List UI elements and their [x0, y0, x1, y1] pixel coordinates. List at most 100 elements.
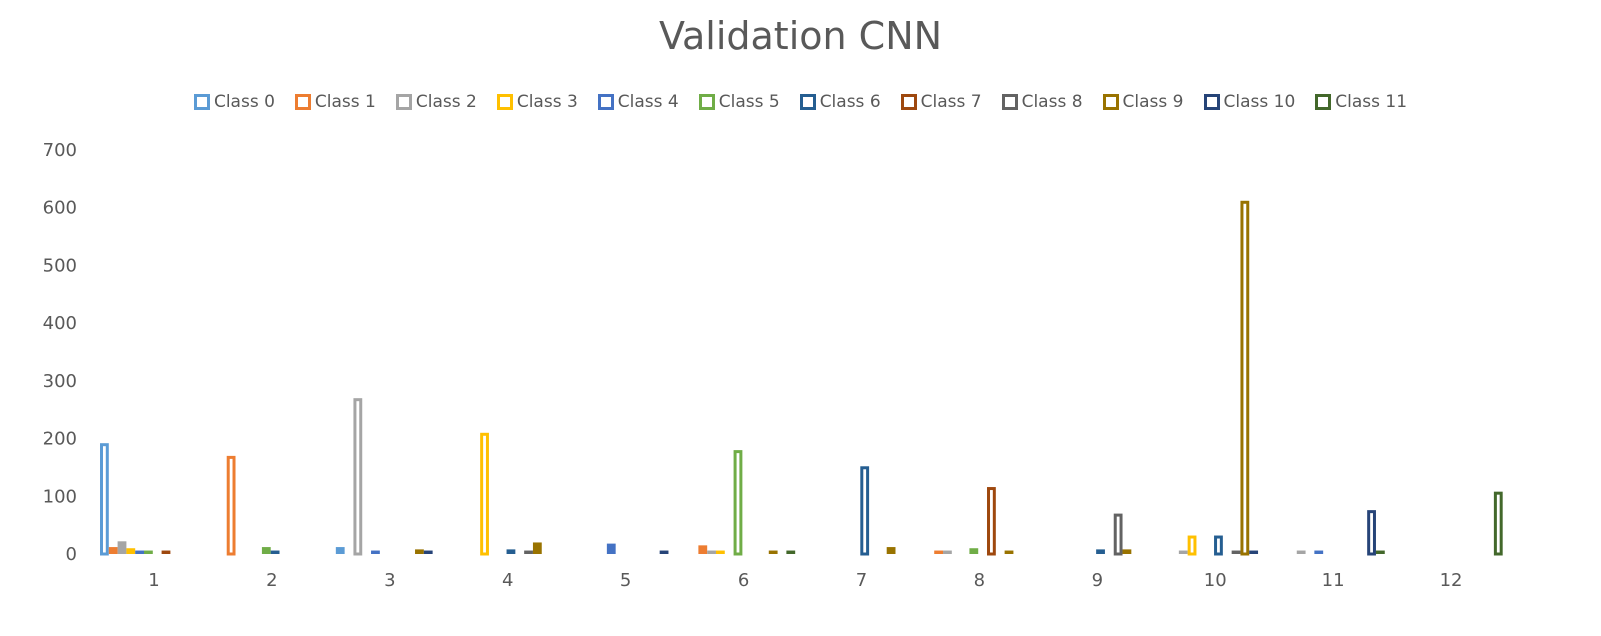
bar	[1214, 535, 1223, 556]
bar	[786, 550, 796, 554]
bar	[1187, 535, 1197, 556]
legend-label: Class 5	[718, 92, 780, 112]
legend-swatch	[1102, 94, 1119, 110]
x-tick-label: 7	[856, 570, 867, 591]
bar	[698, 545, 708, 554]
legend-item: Class 11	[1315, 92, 1407, 112]
legend-label: Class 1	[314, 92, 376, 112]
bar	[1493, 491, 1503, 556]
legend-item: Class 6	[799, 92, 881, 112]
bar	[371, 550, 380, 554]
legend-swatch	[496, 94, 513, 110]
legend-item: Class 3	[496, 92, 578, 112]
legend-item: Class 7	[900, 92, 982, 112]
x-tick-label: 9	[1092, 570, 1103, 591]
bar	[934, 550, 944, 554]
bar	[226, 455, 236, 556]
legend-label: Class 4	[617, 92, 679, 112]
bar	[1296, 550, 1306, 554]
bar	[715, 550, 725, 554]
legend-item: Class 8	[1001, 92, 1083, 112]
x-tick-label: 5	[620, 570, 631, 591]
legend-swatch	[597, 94, 614, 110]
bar	[506, 549, 516, 554]
legend-item: Class 10	[1203, 92, 1296, 112]
bar	[126, 548, 136, 554]
legend-swatch	[799, 94, 816, 110]
bar	[659, 550, 669, 554]
legend-label: Class 7	[920, 92, 982, 112]
x-tick-label: 6	[738, 570, 749, 591]
y-tick-label: 400	[43, 313, 77, 334]
bar	[108, 547, 118, 554]
bar	[733, 450, 743, 556]
bar	[135, 550, 144, 554]
legend-swatch	[395, 94, 412, 110]
chart-title: Validation CNN	[658, 14, 943, 58]
x-tick-label: 2	[266, 570, 277, 591]
legend-label: Class 2	[415, 92, 477, 112]
bar	[100, 443, 109, 556]
legend-swatch	[1203, 94, 1220, 110]
bar	[1178, 550, 1188, 554]
x-tick-label: 10	[1204, 570, 1227, 591]
bar	[1113, 513, 1123, 556]
legend-item: Class 0	[193, 92, 275, 112]
bar	[1249, 550, 1259, 554]
bar	[943, 550, 952, 554]
bar	[335, 547, 345, 554]
x-tick-label: 1	[148, 570, 159, 591]
bar	[1122, 549, 1132, 554]
y-tick-label: 200	[43, 429, 77, 450]
bar	[270, 550, 280, 554]
legend-swatch	[900, 94, 917, 110]
bar	[532, 542, 542, 554]
legend-item: Class 1	[294, 92, 376, 112]
bar	[1375, 550, 1385, 554]
bar	[886, 547, 896, 554]
x-tick-label: 12	[1440, 570, 1463, 591]
bar	[707, 550, 716, 554]
legend-label: Class 11	[1335, 92, 1408, 112]
y-tick-label: 300	[43, 371, 77, 392]
legend-swatch	[698, 94, 715, 110]
legend-swatch	[1315, 94, 1332, 110]
bar	[524, 550, 533, 554]
y-tick-label: 100	[43, 486, 77, 507]
x-tick-label: 8	[974, 570, 985, 591]
bar	[144, 550, 153, 554]
bar	[1240, 200, 1250, 556]
bar	[423, 550, 433, 554]
legend-item: Class 4	[597, 92, 679, 112]
legend-item: Class 9	[1102, 92, 1184, 112]
y-tick-label: 600	[43, 198, 77, 219]
x-tick-label: 3	[384, 570, 395, 591]
legend-swatch	[1001, 94, 1018, 110]
legend-label: Class 0	[213, 92, 275, 112]
bar	[969, 548, 979, 554]
legend: Class 0 Class 1 Class 2 Class 3 Class 4 Class…	[0, 92, 1601, 112]
legend-item: Class 2	[395, 92, 477, 112]
bar	[353, 398, 363, 556]
y-tick-label: 500	[43, 255, 77, 276]
bar	[1231, 550, 1241, 554]
legend-label: Class 8	[1021, 92, 1083, 112]
legend-swatch	[294, 94, 311, 110]
bar	[768, 550, 778, 554]
y-tick-label: 0	[66, 544, 77, 565]
bar	[261, 547, 271, 554]
bar	[117, 541, 127, 554]
legend-label: Class 9	[1122, 92, 1184, 112]
bar	[1004, 550, 1014, 554]
legend-label: Class 6	[819, 92, 881, 112]
legend-label: Class 3	[516, 92, 578, 112]
bar	[1096, 549, 1105, 554]
legend-item: Class 5	[698, 92, 780, 112]
bar	[161, 550, 171, 554]
legend-label: Class 10	[1223, 92, 1296, 112]
bar	[987, 487, 996, 556]
x-tick-label: 11	[1322, 570, 1345, 591]
bar	[1367, 510, 1376, 556]
